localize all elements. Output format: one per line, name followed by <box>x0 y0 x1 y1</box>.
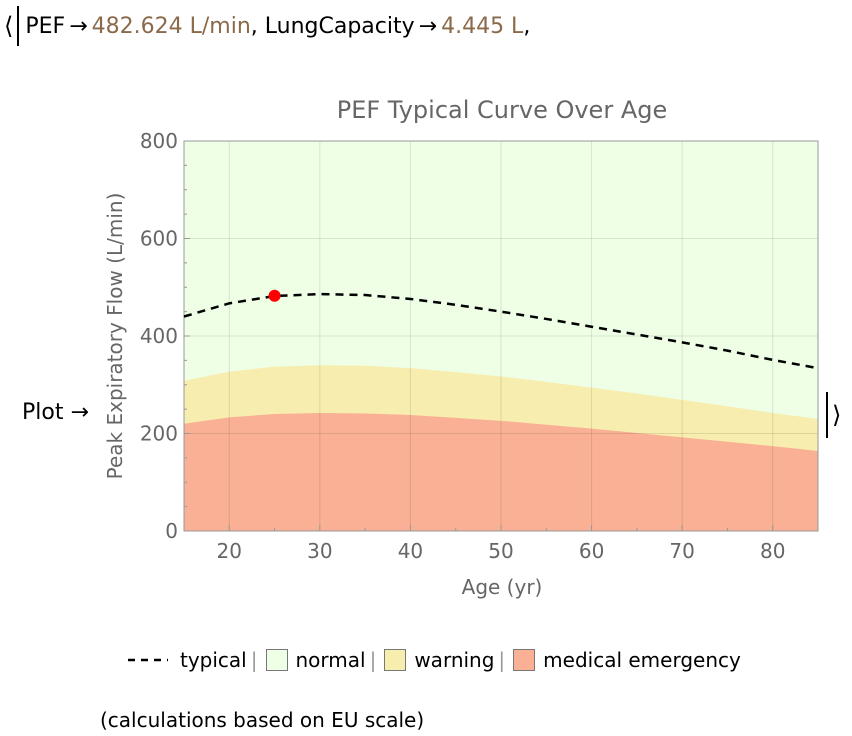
legend-separator: | <box>369 648 377 672</box>
association-output: ⟨ PEF → 482.624 L/min , LungCapacity → 4… <box>4 6 530 46</box>
y-tick-label: 600 <box>140 227 178 251</box>
band-medical-emergency <box>184 413 818 531</box>
legend-separator: | <box>498 648 506 672</box>
trailing-comma: , <box>523 13 531 39</box>
typical-curve <box>183 292 819 370</box>
x-tick-label: 70 <box>669 539 694 563</box>
footnote: (calculations based on EU scale) <box>100 708 425 732</box>
pef-arrow: → <box>69 13 88 39</box>
legend-swatch-normal <box>265 649 288 671</box>
x-tick-label: 80 <box>760 539 785 563</box>
lungcapacity-arrow: → <box>418 13 438 39</box>
pef-key: PEF <box>25 13 66 39</box>
open-bracket: ⟨ <box>4 12 14 40</box>
legend-swatch-warning <box>384 649 407 671</box>
x-tick-label: 60 <box>579 539 604 563</box>
chart-title: PEF Typical Curve Over Age <box>337 96 668 124</box>
chart-legend: typical | normal | warning | medical eme… <box>128 646 741 674</box>
legend-label-typical: typical <box>180 648 247 672</box>
legend-separator: | <box>250 648 258 672</box>
pef-chart: PEF Typical Curve Over Age 20 30 40 50 60 70 8… <box>103 96 819 599</box>
y-tick-label: 400 <box>140 324 178 348</box>
plot-key-label: Plot → <box>22 400 89 425</box>
x-tick-label: 40 <box>398 539 423 563</box>
current-pef-point <box>268 289 281 302</box>
x-tick-label: 20 <box>217 539 242 563</box>
y-tick-label: 200 <box>140 422 178 446</box>
comma-separator: , <box>250 13 265 39</box>
close-bracket: ⟩ <box>832 401 842 429</box>
x-tick-label: 50 <box>488 539 513 563</box>
legend-label-warning: warning <box>414 648 495 672</box>
legend-label-normal: normal <box>295 648 366 672</box>
open-bracket-bar <box>17 6 20 46</box>
x-axis-label: Age (yr) <box>462 575 543 599</box>
close-bracket-bar <box>826 392 828 438</box>
legend-swatch-medical-emergency <box>513 649 536 671</box>
y-tick-label: 800 <box>140 129 178 153</box>
pef-value: 482.624 L/min <box>91 13 251 39</box>
lungcapacity-key: LungCapacity <box>264 13 415 39</box>
legend-dash-sample <box>128 658 168 662</box>
y-tick-label: 0 <box>165 519 178 543</box>
close-bracket-group: ⟩ <box>826 392 841 438</box>
x-tick-label: 30 <box>307 539 332 563</box>
y-axis-label: Peak Expiratory Flow (L/min) <box>103 193 127 480</box>
legend-label-medical-emergency: medical emergency <box>543 648 741 672</box>
lungcapacity-value: 4.445 L <box>441 13 524 39</box>
